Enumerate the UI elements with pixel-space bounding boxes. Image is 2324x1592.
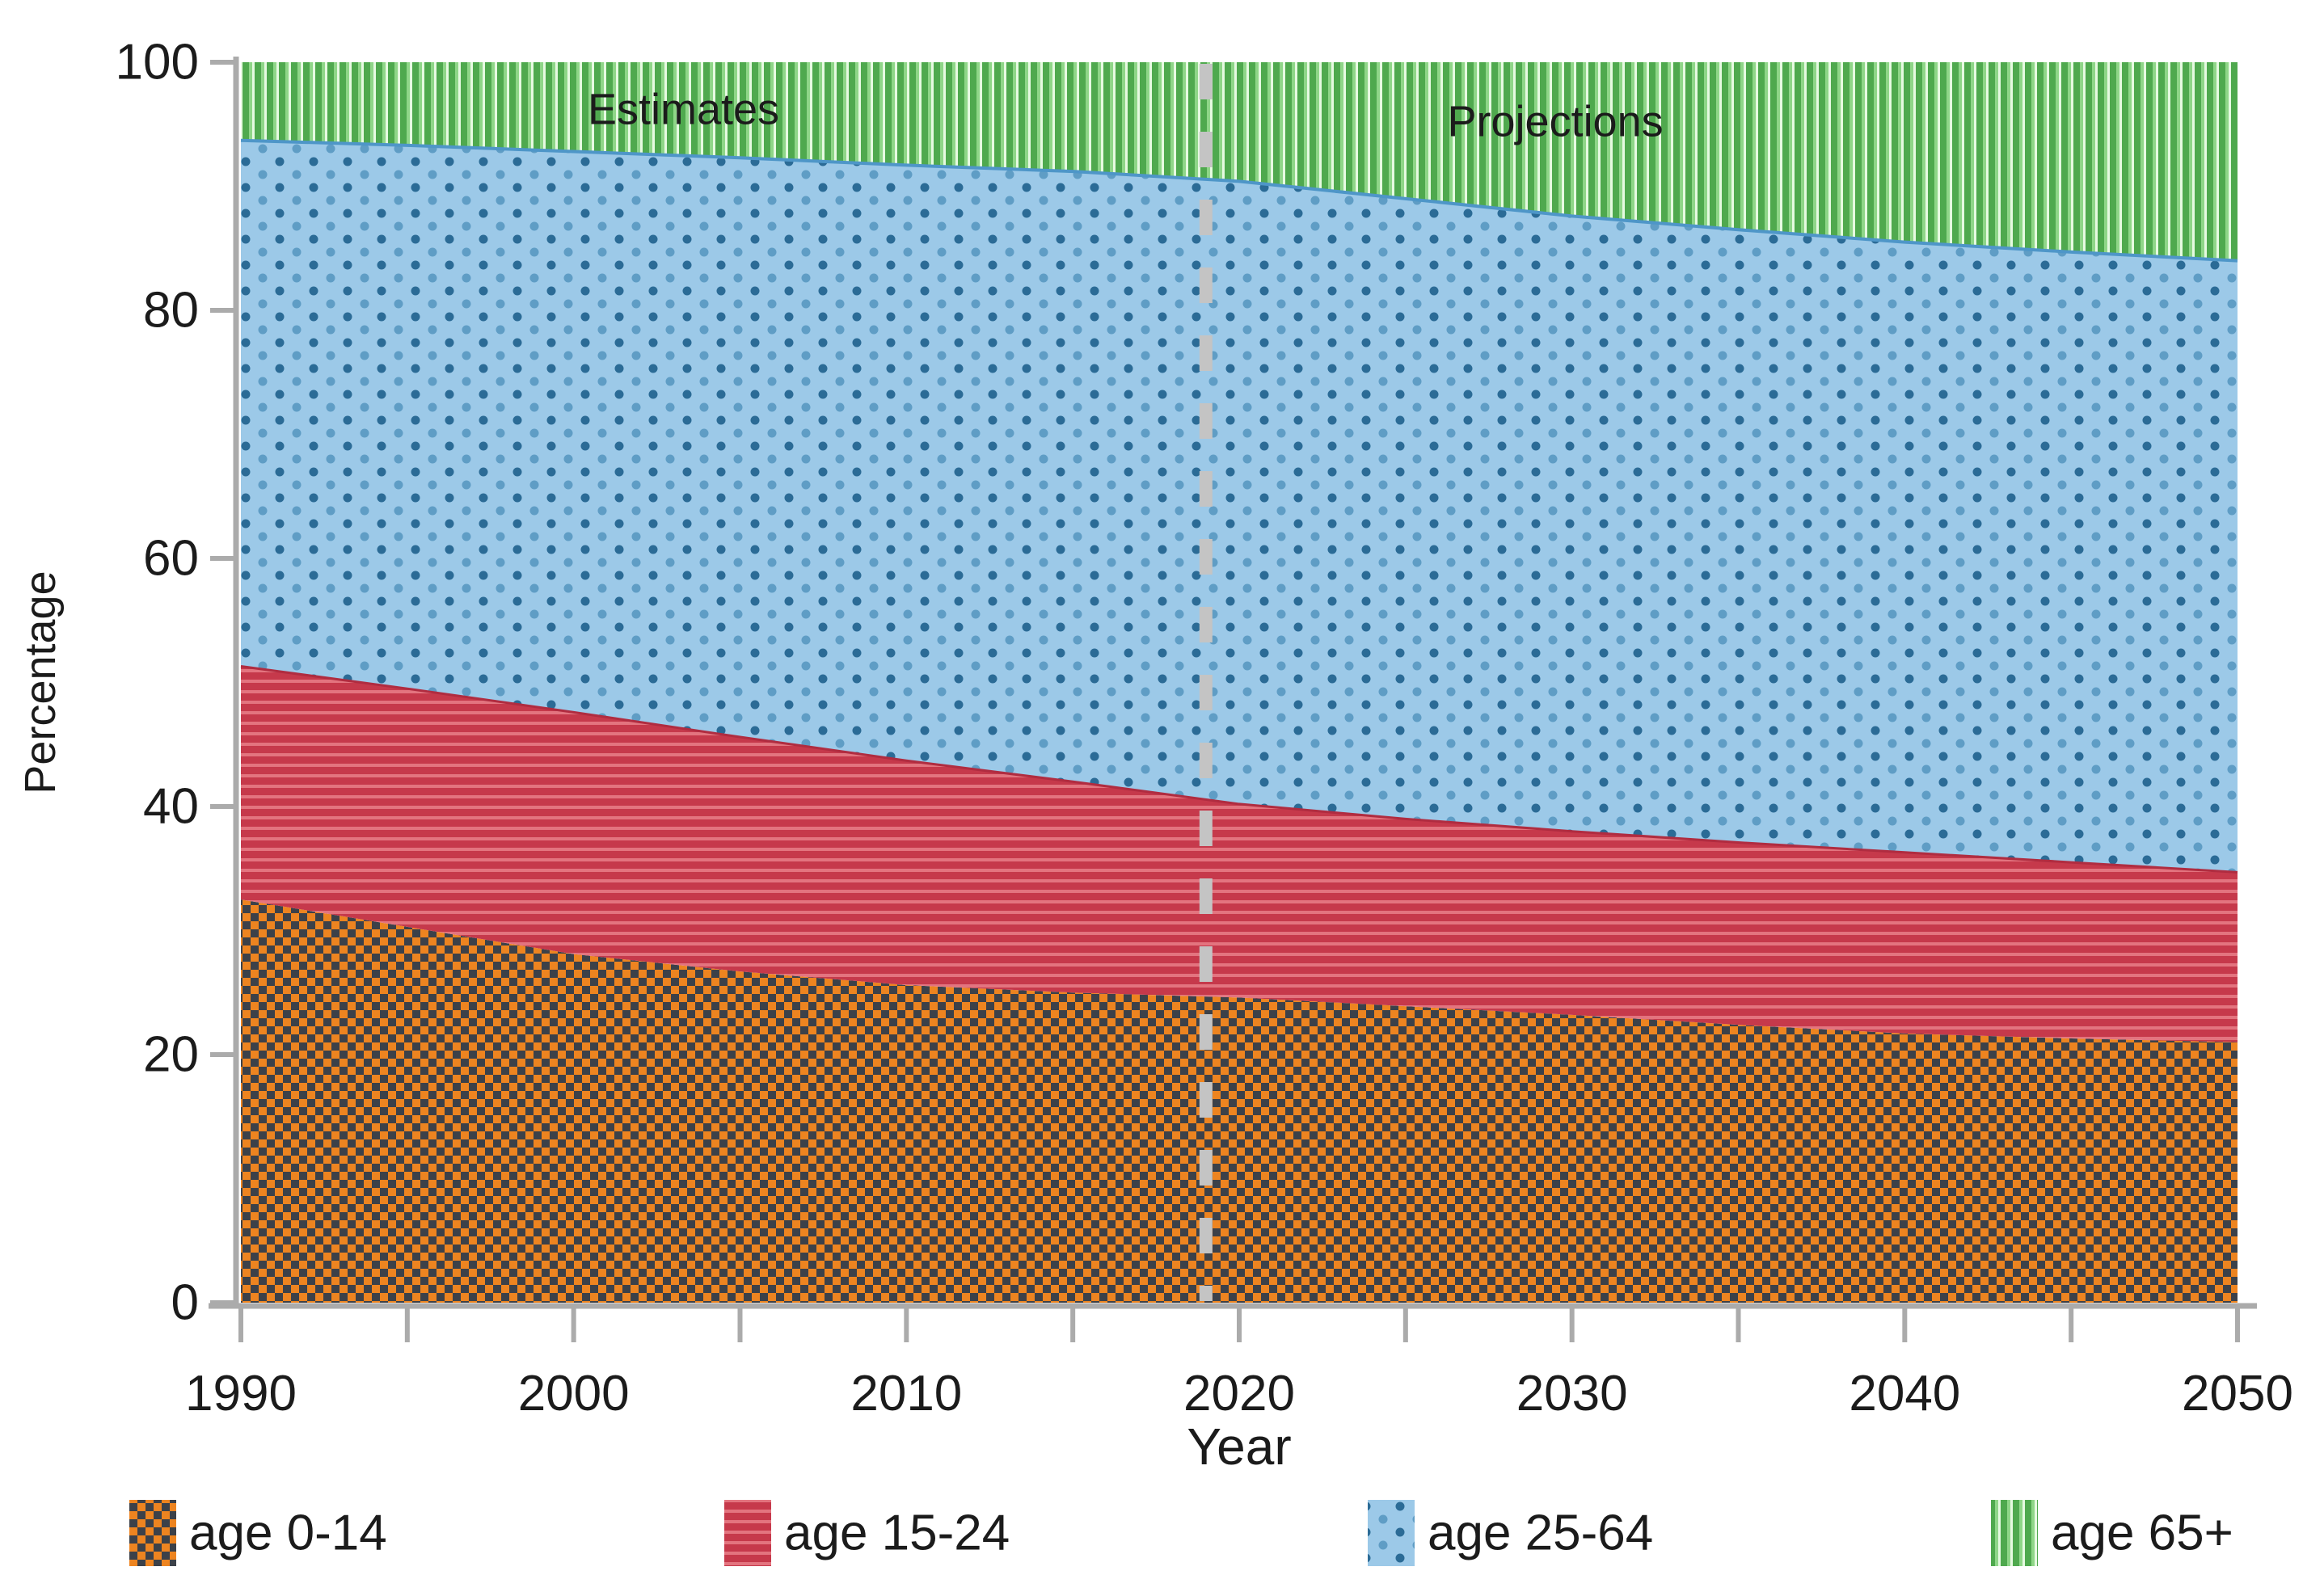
area-age-15-24 [241,666,2238,1042]
y-axis-title: Percentage [16,571,65,794]
legend-label-age-25-64: age 25-64 [1428,1506,1653,1561]
legend-label-age-15-24: age 15-24 [784,1506,1010,1561]
legend-item-age-65up: age 65+ [1991,1500,2233,1566]
boundary-edges-group [240,138,2238,874]
x-tick-label-2050: 2050 [2182,1366,2293,1421]
x-tick-label-1990: 1990 [185,1366,297,1421]
x-tick-label-2020: 2020 [1183,1366,1295,1421]
annotation-estimates: Estimates [588,85,779,133]
area-series-group [241,62,2238,1303]
area-age-0-14 [241,899,2238,1303]
y-tick-label-80: 80 [143,283,199,339]
boundary-edge-age-15-24 [240,665,2238,874]
y-tick-label-60: 60 [143,531,199,587]
legend-label-age-65up: age 65+ [2051,1506,2233,1561]
x-tick-label-2000: 2000 [518,1366,630,1421]
y-tick-label-100: 100 [116,35,199,91]
y-tick-label-0: 0 [171,1275,199,1331]
y-tick-label-20: 20 [143,1027,199,1083]
legend-label-age-0-14: age 0-14 [189,1506,387,1561]
legend-swatch-age-25-64 [1368,1500,1415,1566]
x-tick-label-2010: 2010 [850,1366,962,1421]
legend-swatch-age-0-14 [129,1500,176,1566]
axes-group [209,57,2257,1342]
boundary-edge-age-25-64 [240,138,2238,263]
x-axis-title: Year [1187,1417,1291,1476]
legend-group: age 0-14 age 15-24 age 25-64 age 65+ [129,1500,2233,1566]
area-age-65up [241,62,2238,261]
legend-item-age-0-14: age 0-14 [129,1500,387,1566]
legend-item-age-15-24: age 15-24 [724,1500,1010,1566]
annotation-projections: Projections [1448,98,1664,146]
annotations-group: Estimates Projections [588,85,1664,145]
legend-item-age-25-64: age 25-64 [1368,1500,1653,1566]
y-tick-label-40: 40 [143,779,199,835]
legend-swatch-age-65up [1991,1500,2038,1566]
x-tick-label-2030: 2030 [1516,1366,1628,1421]
x-tick-label-2040: 2040 [1849,1366,1960,1421]
legend-swatch-age-15-24 [724,1500,771,1566]
area-age-25-64 [241,140,2238,873]
